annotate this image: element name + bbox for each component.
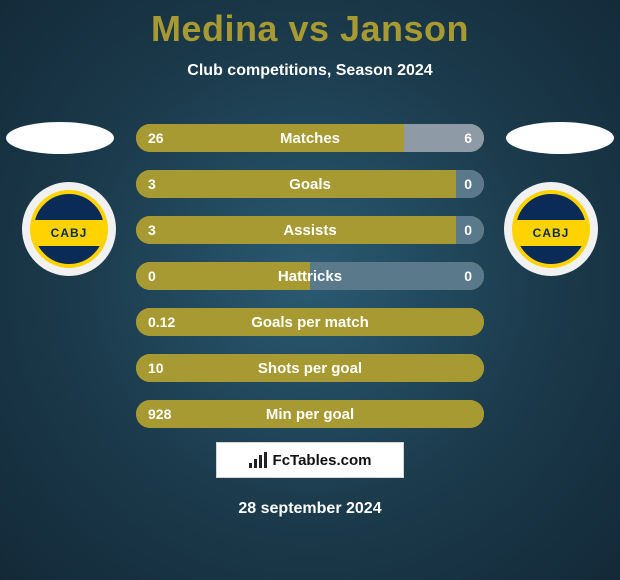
stat-row: Assists3 0 [136, 216, 484, 244]
player-photo-placeholder-left [6, 122, 114, 154]
stat-row: Hattricks0 0 [136, 262, 484, 290]
club-crest-left: CABJ [30, 190, 108, 268]
stat-row: Goals3 0 [136, 170, 484, 198]
brand-box: FcTables.com [216, 442, 404, 478]
stat-value-left: 0 [148, 262, 156, 290]
stat-value-left: 10 [148, 354, 164, 382]
brand-text: FcTables.com [273, 452, 372, 469]
stat-value-right: 0 [464, 262, 472, 290]
stat-row: Goals per match0.12 [136, 308, 484, 336]
club-code-right: CABJ [533, 226, 570, 240]
stat-value-right: 0 [464, 216, 472, 244]
stat-label: Matches [136, 124, 484, 152]
stat-label: Assists [136, 216, 484, 244]
club-badge-left: CABJ [22, 182, 116, 276]
stat-label: Goals [136, 170, 484, 198]
stat-row: Matches26 6 [136, 124, 484, 152]
subtitle: Club competitions, Season 2024 [0, 62, 620, 80]
club-code-left: CABJ [51, 226, 88, 240]
stat-value-left: 26 [148, 124, 164, 152]
stat-label: Goals per match [136, 308, 484, 336]
brand-bars-icon [249, 452, 267, 468]
stat-value-right: 6 [464, 124, 472, 152]
player-photo-placeholder-right [506, 122, 614, 154]
stat-value-right: 0 [464, 170, 472, 198]
date-text: 28 september 2024 [0, 500, 620, 518]
stat-value-left: 928 [148, 400, 171, 428]
club-crest-right: CABJ [512, 190, 590, 268]
stat-label: Hattricks [136, 262, 484, 290]
stat-label: Shots per goal [136, 354, 484, 382]
stat-value-left: 3 [148, 170, 156, 198]
stat-row: Min per goal928 [136, 400, 484, 428]
stat-value-left: 0.12 [148, 308, 175, 336]
stat-row: Shots per goal10 [136, 354, 484, 382]
stat-label: Min per goal [136, 400, 484, 428]
stats-rows: Matches266Goals30Assists30Hattricks00Goa… [136, 124, 484, 446]
stat-value-left: 3 [148, 216, 156, 244]
club-badge-right: CABJ [504, 182, 598, 276]
page-title: Medina vs Janson [0, 8, 620, 50]
